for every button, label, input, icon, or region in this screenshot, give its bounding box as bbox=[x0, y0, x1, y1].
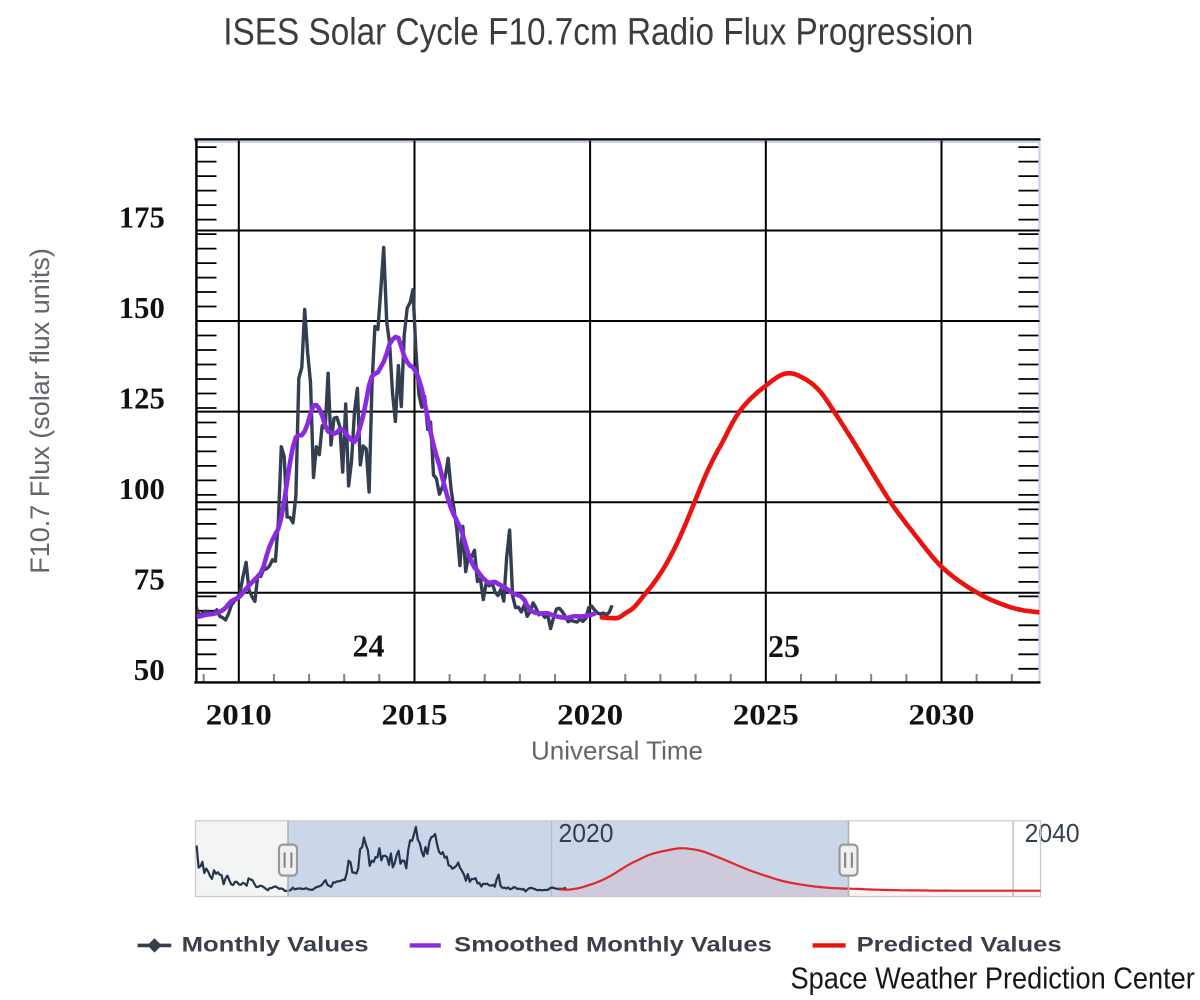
svg-text:50: 50 bbox=[134, 652, 165, 687]
svg-text:F10.7 Flux (solar flux units): F10.7 Flux (solar flux units) bbox=[25, 248, 55, 574]
svg-text:2030: 2030 bbox=[909, 699, 975, 732]
svg-text:150: 150 bbox=[119, 290, 165, 325]
svg-text:2015: 2015 bbox=[382, 699, 448, 732]
svg-text:Universal Time: Universal Time bbox=[531, 736, 703, 766]
svg-text:75: 75 bbox=[134, 562, 165, 597]
svg-text:Predicted Values: Predicted Values bbox=[857, 933, 1062, 956]
svg-text:Space Weather Prediction Cente: Space Weather Prediction Center bbox=[791, 962, 1195, 996]
svg-text:2010: 2010 bbox=[206, 699, 272, 732]
svg-text:2040: 2040 bbox=[1025, 820, 1080, 848]
svg-text:100: 100 bbox=[119, 471, 165, 506]
svg-text:2025: 2025 bbox=[733, 699, 799, 732]
svg-text:25: 25 bbox=[768, 628, 800, 664]
svg-text:Monthly Values: Monthly Values bbox=[182, 933, 369, 956]
svg-text:24: 24 bbox=[353, 628, 385, 664]
svg-text:2020: 2020 bbox=[559, 820, 614, 848]
svg-text:175: 175 bbox=[119, 199, 165, 234]
svg-text:125: 125 bbox=[119, 380, 165, 415]
svg-text:2020: 2020 bbox=[557, 699, 623, 732]
svg-text:Smoothed Monthly Values: Smoothed Monthly Values bbox=[454, 933, 772, 956]
svg-text:ISES Solar Cycle F10.7cm Radio: ISES Solar Cycle F10.7cm Radio Flux Prog… bbox=[223, 12, 973, 54]
